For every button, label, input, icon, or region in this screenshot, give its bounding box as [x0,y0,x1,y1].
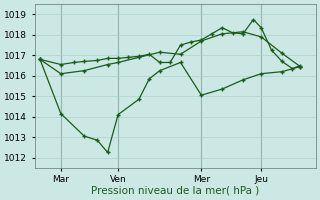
X-axis label: Pression niveau de la mer( hPa ): Pression niveau de la mer( hPa ) [91,186,260,196]
